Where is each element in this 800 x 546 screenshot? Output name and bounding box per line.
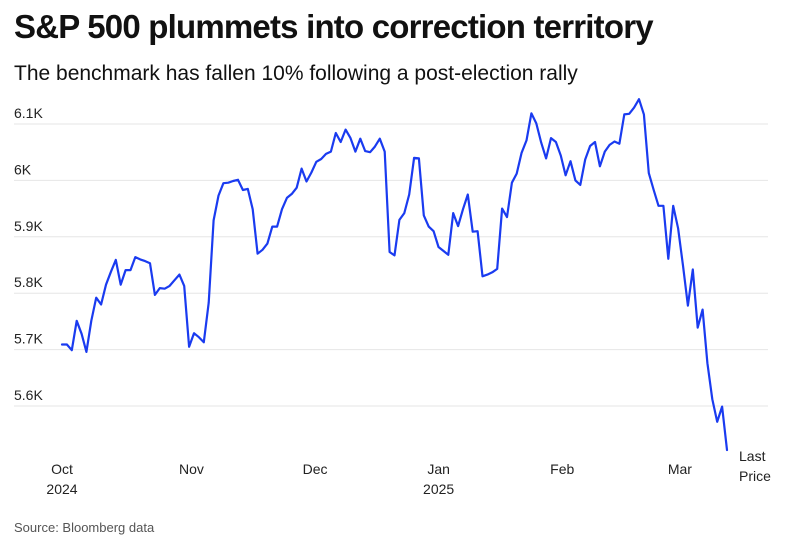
x-tick-label: Nov bbox=[179, 461, 204, 477]
y-axis-labels: 5.6K 5.7K 5.8K 5.9K 6K 6.1K bbox=[14, 105, 43, 403]
last-price-label-line: Last bbox=[739, 448, 766, 464]
x-tick-label: Oct bbox=[51, 461, 73, 477]
x-tick-label: Dec bbox=[303, 461, 328, 477]
source-note: Source: Bloomberg data bbox=[14, 520, 155, 535]
y-tick-label: 5.8K bbox=[14, 274, 43, 290]
x-tick-label: Mar bbox=[668, 461, 692, 477]
x-tick-label: Feb bbox=[550, 461, 574, 477]
y-tick-label: 5.9K bbox=[14, 218, 43, 234]
x-tick-year-label: 2025 bbox=[423, 481, 454, 497]
x-tick-year-label: 2024 bbox=[46, 481, 77, 497]
x-tick-label: Jan bbox=[427, 461, 450, 477]
series-line-sp500 bbox=[60, 98, 729, 452]
chart-title: S&P 500 plummets into correction territo… bbox=[14, 8, 654, 45]
y-tick-label: 5.6K bbox=[14, 387, 43, 403]
price-series bbox=[60, 98, 729, 452]
gridlines bbox=[14, 123, 768, 407]
x-axis-labels: Oct 2024 Nov Dec Jan 2025 Feb Mar bbox=[46, 461, 692, 497]
chart-subtitle: The benchmark has fallen 10% following a… bbox=[14, 62, 578, 85]
y-tick-label: 5.7K bbox=[14, 331, 43, 347]
y-tick-label: 6.1K bbox=[14, 105, 43, 121]
last-price-label: Last Price bbox=[739, 448, 771, 484]
last-price-label-line: Price bbox=[739, 468, 771, 484]
y-tick-label: 6K bbox=[14, 161, 32, 177]
